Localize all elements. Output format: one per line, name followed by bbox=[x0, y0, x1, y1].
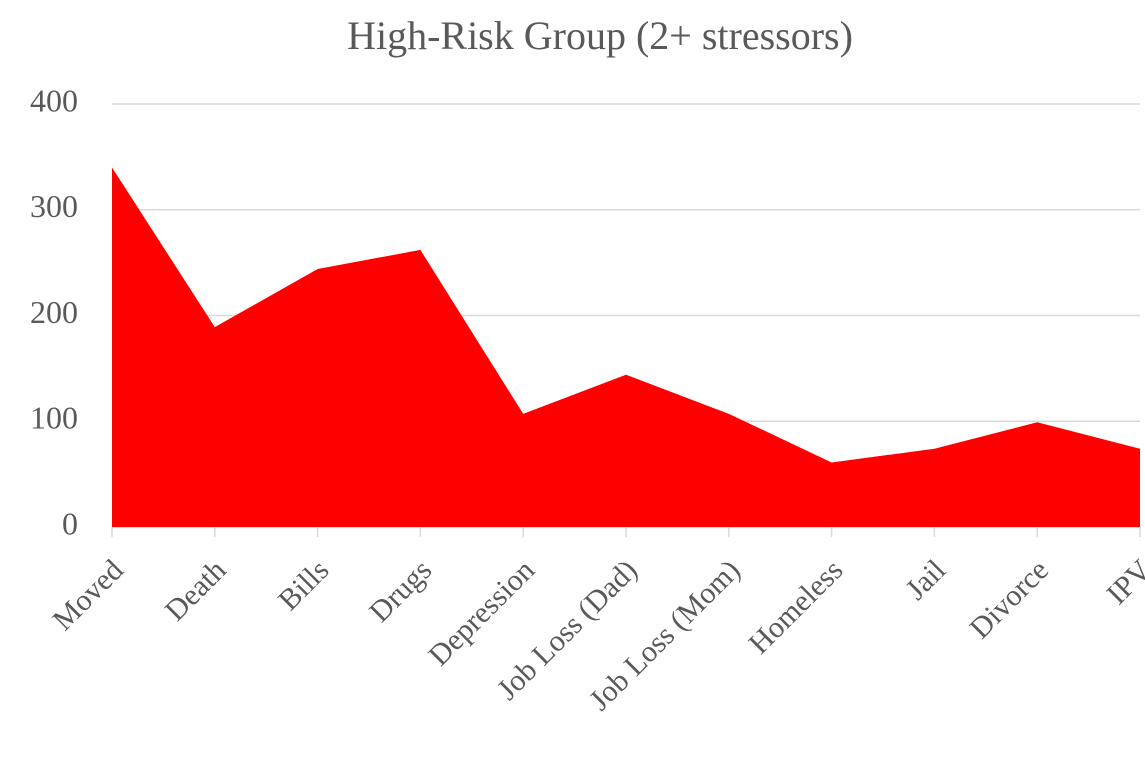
x-tick-label: IPV bbox=[1100, 553, 1145, 611]
chart-title: High-Risk Group (2+ stressors) bbox=[347, 13, 853, 58]
y-tick-label: 0 bbox=[62, 505, 78, 541]
x-tick-label: Death bbox=[159, 553, 233, 627]
x-tick-label: Drugs bbox=[363, 553, 438, 628]
x-tick-label: Divorce bbox=[963, 553, 1055, 645]
y-tick-label: 300 bbox=[30, 188, 78, 224]
area bbox=[112, 167, 1140, 527]
y-tick-label: 400 bbox=[30, 82, 78, 118]
y-tick-label: 200 bbox=[30, 294, 78, 330]
x-tick-label: Bills bbox=[272, 553, 335, 616]
x-tick-label: Moved bbox=[46, 553, 129, 636]
x-tick-label: Jail bbox=[899, 553, 952, 606]
x-tick-label: Homeless bbox=[742, 553, 849, 660]
y-tick-label: 100 bbox=[30, 400, 78, 436]
